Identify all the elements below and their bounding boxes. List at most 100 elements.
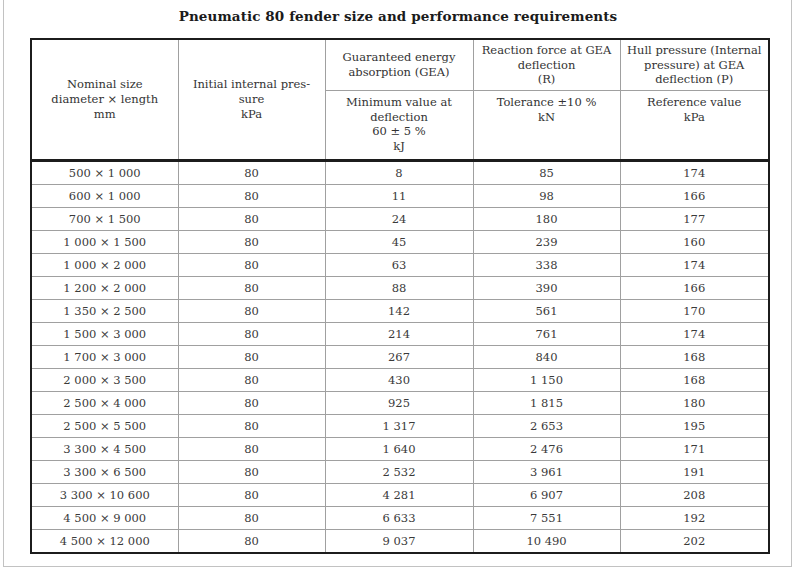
cell-hull-pressure: 171 [620, 438, 769, 461]
cell-initial-pressure: 80 [178, 484, 325, 507]
table-row: 1 200 × 2 000 80 88 390 166 [31, 277, 769, 300]
cell-hull-pressure: 192 [620, 507, 769, 530]
table-row: 700 × 1 500 80 24 180 177 [31, 208, 769, 231]
cell-reaction-force: 2 476 [473, 438, 620, 461]
cell-hull-pressure: 195 [620, 415, 769, 438]
cell-guaranteed-energy-absorption: 63 [325, 254, 473, 277]
cell-nominal-size: 3 300 × 4 500 [31, 438, 178, 461]
header-minimum-value-deflection: Minimum value at deflection 60 ± 5 % kJ [325, 91, 473, 161]
cell-hull-pressure: 191 [620, 461, 769, 484]
cell-initial-pressure: 80 [178, 161, 325, 185]
cell-nominal-size: 1 500 × 3 000 [31, 323, 178, 346]
table-row: 500 × 1 000 80 8 85 174 [31, 161, 769, 185]
header-initial-internal-pressure: Initial internal pres- sure kPa [178, 39, 325, 161]
table-row: 2 500 × 4 000 80 925 1 815 180 [31, 392, 769, 415]
header-hull-pressure: Hull pressure (Internal pressure) at GEA… [620, 39, 769, 91]
table-row: 1 500 × 3 000 80 214 761 174 [31, 323, 769, 346]
cell-nominal-size: 2 500 × 4 000 [31, 392, 178, 415]
cell-reaction-force: 239 [473, 231, 620, 254]
cell-hull-pressure: 174 [620, 323, 769, 346]
cell-nominal-size: 1 000 × 2 000 [31, 254, 178, 277]
cell-nominal-size: 500 × 1 000 [31, 161, 178, 185]
table-body: 500 × 1 000 80 8 85 174 600 × 1 000 80 1… [31, 161, 769, 554]
header-reference-value: Reference value kPa [620, 91, 769, 161]
table-row: 4 500 × 9 000 80 6 633 7 551 192 [31, 507, 769, 530]
cell-hull-pressure: 166 [620, 185, 769, 208]
cell-guaranteed-energy-absorption: 4 281 [325, 484, 473, 507]
cell-guaranteed-energy-absorption: 9 037 [325, 530, 473, 554]
cell-reaction-force: 3 961 [473, 461, 620, 484]
cell-hull-pressure: 180 [620, 392, 769, 415]
cell-hull-pressure: 166 [620, 277, 769, 300]
cell-initial-pressure: 80 [178, 300, 325, 323]
header-tolerance: Tolerance ±10 % kN [473, 91, 620, 161]
cell-hull-pressure: 168 [620, 369, 769, 392]
cell-initial-pressure: 80 [178, 392, 325, 415]
cell-initial-pressure: 80 [178, 415, 325, 438]
cell-hull-pressure: 170 [620, 300, 769, 323]
header-guaranteed-energy-absorption: Guaranteed energy absorption (GEA) [325, 39, 473, 91]
cell-guaranteed-energy-absorption: 88 [325, 277, 473, 300]
cell-nominal-size: 2 000 × 3 500 [31, 369, 178, 392]
cell-reaction-force: 1 815 [473, 392, 620, 415]
cell-initial-pressure: 80 [178, 323, 325, 346]
cell-initial-pressure: 80 [178, 208, 325, 231]
cell-guaranteed-energy-absorption: 142 [325, 300, 473, 323]
cell-initial-pressure: 80 [178, 254, 325, 277]
cell-hull-pressure: 177 [620, 208, 769, 231]
header-row-top: Nominal size diameter × length mm Initia… [31, 39, 769, 91]
cell-nominal-size: 1 350 × 2 500 [31, 300, 178, 323]
cell-hull-pressure: 208 [620, 484, 769, 507]
cell-guaranteed-energy-absorption: 430 [325, 369, 473, 392]
table-row: 1 350 × 2 500 80 142 561 170 [31, 300, 769, 323]
cell-guaranteed-energy-absorption: 24 [325, 208, 473, 231]
cell-reaction-force: 338 [473, 254, 620, 277]
cell-initial-pressure: 80 [178, 461, 325, 484]
cell-hull-pressure: 174 [620, 254, 769, 277]
table-row: 1 000 × 2 000 80 63 338 174 [31, 254, 769, 277]
cell-guaranteed-energy-absorption: 45 [325, 231, 473, 254]
table-row: 1 000 × 1 500 80 45 239 160 [31, 231, 769, 254]
cell-guaranteed-energy-absorption: 6 633 [325, 507, 473, 530]
cell-reaction-force: 2 653 [473, 415, 620, 438]
cell-guaranteed-energy-absorption: 11 [325, 185, 473, 208]
cell-guaranteed-energy-absorption: 267 [325, 346, 473, 369]
cell-hull-pressure: 202 [620, 530, 769, 554]
cell-hull-pressure: 174 [620, 161, 769, 185]
table-row: 3 300 × 6 500 80 2 532 3 961 191 [31, 461, 769, 484]
document-page: Pneumatic 80 fender size and performance… [0, 0, 796, 571]
table-row: 4 500 × 12 000 80 9 037 10 490 202 [31, 530, 769, 554]
cell-reaction-force: 180 [473, 208, 620, 231]
table-row: 3 300 × 10 600 80 4 281 6 907 208 [31, 484, 769, 507]
cell-initial-pressure: 80 [178, 369, 325, 392]
cell-reaction-force: 1 150 [473, 369, 620, 392]
cell-guaranteed-energy-absorption: 1 317 [325, 415, 473, 438]
table-header: Nominal size diameter × length mm Initia… [31, 39, 769, 161]
cell-guaranteed-energy-absorption: 214 [325, 323, 473, 346]
cell-initial-pressure: 80 [178, 438, 325, 461]
cell-nominal-size: 1 700 × 3 000 [31, 346, 178, 369]
cell-initial-pressure: 80 [178, 277, 325, 300]
cell-initial-pressure: 80 [178, 346, 325, 369]
header-reaction-force: Reaction force at GEA deflection (R) [473, 39, 620, 91]
cell-nominal-size: 3 300 × 10 600 [31, 484, 178, 507]
cell-reaction-force: 840 [473, 346, 620, 369]
table-row: 600 × 1 000 80 11 98 166 [31, 185, 769, 208]
cell-initial-pressure: 80 [178, 185, 325, 208]
cell-reaction-force: 390 [473, 277, 620, 300]
cell-reaction-force: 561 [473, 300, 620, 323]
cell-guaranteed-energy-absorption: 1 640 [325, 438, 473, 461]
cell-nominal-size: 4 500 × 9 000 [31, 507, 178, 530]
cell-nominal-size: 2 500 × 5 500 [31, 415, 178, 438]
cell-hull-pressure: 160 [620, 231, 769, 254]
fender-performance-table: Nominal size diameter × length mm Initia… [30, 38, 770, 554]
table-row: 2 000 × 3 500 80 430 1 150 168 [31, 369, 769, 392]
cell-guaranteed-energy-absorption: 2 532 [325, 461, 473, 484]
cell-hull-pressure: 168 [620, 346, 769, 369]
cell-nominal-size: 600 × 1 000 [31, 185, 178, 208]
header-nominal-size: Nominal size diameter × length mm [31, 39, 178, 161]
cell-reaction-force: 98 [473, 185, 620, 208]
cell-nominal-size: 1 200 × 2 000 [31, 277, 178, 300]
cell-guaranteed-energy-absorption: 8 [325, 161, 473, 185]
table-row: 3 300 × 4 500 80 1 640 2 476 171 [31, 438, 769, 461]
